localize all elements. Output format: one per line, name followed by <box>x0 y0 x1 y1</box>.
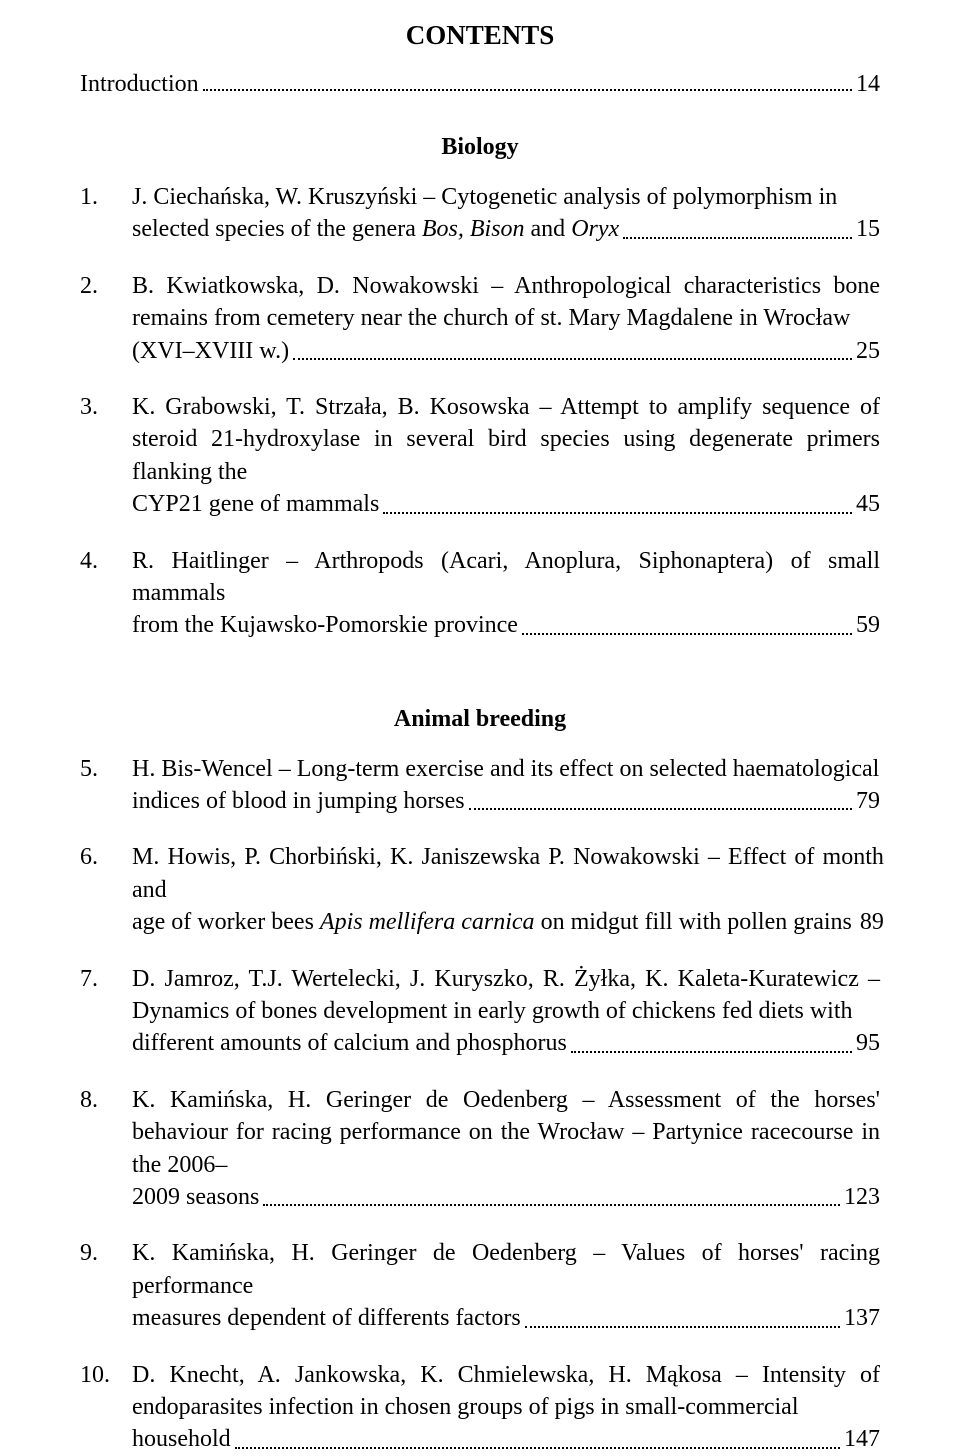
entry-last-line: (XVI–XVIII w.) <box>132 335 289 367</box>
entry-last-line: selected species of the genera Bos, Biso… <box>132 213 619 245</box>
entry-text: K. Kamińska, H. Geringer de Oedenberg – … <box>132 1087 880 1178</box>
entry-page-number: 45 <box>856 488 880 520</box>
entry-page-number: 89 <box>860 906 884 938</box>
entry-last-line: 2009 seasons <box>132 1181 259 1213</box>
toc-entry: 5. H. Bis-Wencel – Long-term exercise an… <box>80 753 880 818</box>
entry-page-number: 95 <box>856 1027 880 1059</box>
intro-page-number: 14 <box>856 71 880 98</box>
entry-last-line: from the Kujawsko-Pomorskie province <box>132 609 518 641</box>
entry-page-number: 147 <box>844 1423 880 1455</box>
leader-dots <box>469 808 852 810</box>
entry-text: M. Howis, P. Chorbiński, K. Janiszewska … <box>132 844 884 902</box>
leader-dots <box>623 237 852 239</box>
entry-last-line: different amounts of calcium and phospho… <box>132 1027 567 1059</box>
entry-number: 8. <box>80 1084 132 1214</box>
leader-dots <box>525 1326 840 1328</box>
entry-body: D. Jamroz, T.J. Wertelecki, J. Kuryszko,… <box>132 963 880 1060</box>
toc-entry: 1. J. Ciechańska, W. Kruszyński – Cytoge… <box>80 181 880 246</box>
entry-page-number: 137 <box>844 1302 880 1334</box>
toc-entry: 3. K. Grabowski, T. Strzała, B. Kosowska… <box>80 391 880 521</box>
entry-number: 2. <box>80 270 132 367</box>
leader-dots <box>235 1447 840 1449</box>
entry-text: B. Kwiatkowska, D. Nowakowski – Anthropo… <box>132 273 880 331</box>
page-title: CONTENTS <box>80 20 880 51</box>
entry-text: K. Kamińska, H. Geringer de Oedenberg – … <box>132 1240 880 1298</box>
entry-body: R. Haitlinger – Arthropods (Acari, Anopl… <box>132 545 880 642</box>
intro-label: Introduction <box>80 71 199 98</box>
entry-body: J. Ciechańska, W. Kruszyński – Cytogenet… <box>132 181 880 246</box>
entry-number: 5. <box>80 753 132 818</box>
entry-text: R. Haitlinger – Arthropods (Acari, Anopl… <box>132 548 880 606</box>
leader-dots <box>522 633 852 635</box>
entry-text: K. Grabowski, T. Strzała, B. Kosowska – … <box>132 394 880 485</box>
entry-text: D. Jamroz, T.J. Wertelecki, J. Kuryszko,… <box>132 966 880 1024</box>
toc-entry: 7. D. Jamroz, T.J. Wertelecki, J. Kurysz… <box>80 963 880 1060</box>
entry-last-line: indices of blood in jumping horses <box>132 785 465 817</box>
entry-body: D. Knecht, A. Jankowska, K. Chmielewska,… <box>132 1359 880 1456</box>
entry-number: 3. <box>80 391 132 521</box>
contents-page: CONTENTS Introduction 14 Biology 1. J. C… <box>0 0 960 1456</box>
entry-page-number: 25 <box>856 335 880 367</box>
entry-page-number: 123 <box>844 1181 880 1213</box>
toc-entry: 6. M. Howis, P. Chorbiński, K. Janiszews… <box>80 841 880 938</box>
leader-dots <box>293 358 852 360</box>
entry-last-line: CYP21 gene of mammals <box>132 488 379 520</box>
leader-dots <box>383 512 852 514</box>
entry-text: D. Knecht, A. Jankowska, K. Chmielewska,… <box>132 1362 880 1420</box>
toc-entry: 10. D. Knecht, A. Jankowska, K. Chmielew… <box>80 1359 880 1456</box>
section-heading-animal-breeding: Animal breeding <box>80 706 880 733</box>
entry-body: M. Howis, P. Chorbiński, K. Janiszewska … <box>132 841 884 938</box>
leader-dots <box>203 71 852 91</box>
entry-last-line: age of worker bees Apis mellifera carnic… <box>132 906 852 938</box>
entry-number: 6. <box>80 841 132 938</box>
entry-body: K. Kamińska, H. Geringer de Oedenberg – … <box>132 1084 880 1214</box>
entry-body: K. Kamińska, H. Geringer de Oedenberg – … <box>132 1237 880 1334</box>
entry-text: J. Ciechańska, W. Kruszyński – Cytogenet… <box>132 184 837 210</box>
intro-row: Introduction 14 <box>80 71 880 98</box>
entry-page-number: 15 <box>856 213 880 245</box>
leader-dots <box>571 1051 852 1053</box>
entry-page-number: 79 <box>856 785 880 817</box>
entry-body: H. Bis-Wencel – Long-term exercise and i… <box>132 753 880 818</box>
entry-last-line: household <box>132 1423 231 1455</box>
leader-dots <box>263 1204 840 1206</box>
entry-number: 9. <box>80 1237 132 1334</box>
entry-number: 7. <box>80 963 132 1060</box>
entry-number: 10. <box>80 1359 132 1456</box>
toc-entry: 9. K. Kamińska, H. Geringer de Oedenberg… <box>80 1237 880 1334</box>
section-heading-biology: Biology <box>80 134 880 161</box>
toc-entry: 2. B. Kwiatkowska, D. Nowakowski – Anthr… <box>80 270 880 367</box>
entry-number: 4. <box>80 545 132 642</box>
entry-body: K. Grabowski, T. Strzała, B. Kosowska – … <box>132 391 880 521</box>
entry-last-line: measures dependent of differents factors <box>132 1302 521 1334</box>
entry-number: 1. <box>80 181 132 246</box>
toc-entry: 4. R. Haitlinger – Arthropods (Acari, An… <box>80 545 880 642</box>
entry-body: B. Kwiatkowska, D. Nowakowski – Anthropo… <box>132 270 880 367</box>
entry-text: H. Bis-Wencel – Long-term exercise and i… <box>132 756 879 782</box>
entry-page-number: 59 <box>856 609 880 641</box>
toc-entry: 8. K. Kamińska, H. Geringer de Oedenberg… <box>80 1084 880 1214</box>
